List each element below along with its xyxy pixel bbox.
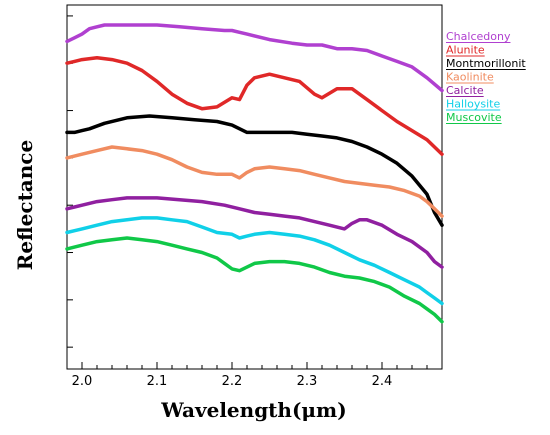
series-line-calcite xyxy=(65,196,444,269)
series-line-alunite xyxy=(65,56,444,156)
plot-frame xyxy=(66,4,443,370)
x-tick-label: 2.3 xyxy=(297,374,318,389)
x-axis-ticks: 2.0 2.1 2.2 2.3 2.4 xyxy=(66,362,443,389)
x-axis-title: Wavelength(μm) xyxy=(160,398,346,422)
legend-label-calcite: Calcite xyxy=(446,84,484,97)
series-line-muscovite xyxy=(65,236,444,324)
x-tick-label: 2.1 xyxy=(147,374,168,389)
x-tick-label: 2.2 xyxy=(222,374,243,389)
legend-label-halloysite: Halloysite xyxy=(446,98,500,111)
legend-label-alunite: Alunite xyxy=(446,44,485,57)
y-axis-title: Reflectance xyxy=(13,140,37,270)
x-tick-label: 2.0 xyxy=(72,374,93,389)
x-tick-label: 2.4 xyxy=(372,374,393,389)
legend-label-kaolinite: Kaolinite xyxy=(446,71,494,84)
series-line-montmorillonit xyxy=(65,114,444,227)
series-line-kaolinite xyxy=(65,145,444,218)
series-line-halloysite xyxy=(65,216,444,306)
legend: ChalcedonyAluniteMontmorillonitKaolinite… xyxy=(446,30,526,124)
y-axis-ticks xyxy=(67,15,73,348)
legend-label-montmorillonit: Montmorillonit xyxy=(446,57,526,70)
series-line-chalcedony xyxy=(65,23,444,93)
legend-label-muscovite: Muscovite xyxy=(446,111,502,124)
series-lines xyxy=(65,23,444,324)
legend-label-chalcedony: Chalcedony xyxy=(446,30,511,43)
